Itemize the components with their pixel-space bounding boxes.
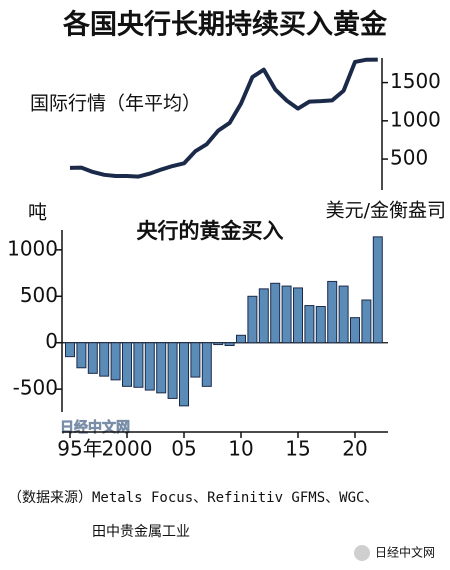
wechat-icon [354,545,370,561]
bar [247,295,258,344]
y-axis-label: 吨 [28,202,47,224]
y-tick-label: 1500 [390,69,441,93]
y-tick-label: 1000 [7,236,58,260]
bar [224,342,235,347]
bar [201,342,212,387]
bar [99,342,110,377]
bar [315,306,326,344]
bar [270,282,281,344]
price-line [69,57,378,179]
bar [87,342,98,374]
bar [65,342,75,358]
bar [190,342,201,378]
y-tick-label: 0 [45,329,58,353]
line-label: 国际行情（年平均） [30,93,201,115]
x-tick-label: 10 [228,437,253,461]
watermark: 日经中文网 [375,545,435,560]
unit-label: 美元/金衡盎司 [326,200,446,222]
bar [361,299,372,344]
bar [122,342,132,387]
bar [281,285,292,344]
y-tick-label: 1000 [390,107,441,131]
y-tick-label: 500 [20,283,58,307]
bar [110,342,121,381]
bar [304,305,315,344]
bar [350,317,360,344]
x-tick-label: 15 [285,437,310,461]
bar [156,342,167,394]
bar [179,342,189,407]
bar [167,342,178,399]
bar [213,342,224,346]
x-tick-label: 95年 [57,437,102,461]
y-tick-label: 500 [390,146,428,170]
x-tick-label: 20 [342,437,367,461]
chart-title: 各国央行长期持续买入黄金 [62,9,388,41]
bar [76,342,87,369]
bar [236,334,246,344]
x-tick-label: 2000 [102,437,153,461]
bar [338,285,349,344]
bar [327,280,338,344]
bar [258,288,269,344]
bar [293,287,303,344]
bar [372,236,383,344]
source-text: （数据来源）Metals Focus、Refinitiv GFMS、WGC、 [8,490,378,506]
y-tick-label: -500 [13,376,58,400]
bar [144,342,155,391]
x-tick-label: 05 [171,437,196,461]
bar [133,342,144,388]
source-text: 田中贵金属工业 [92,524,190,540]
bar-title: 央行的黄金买入 [137,219,284,243]
